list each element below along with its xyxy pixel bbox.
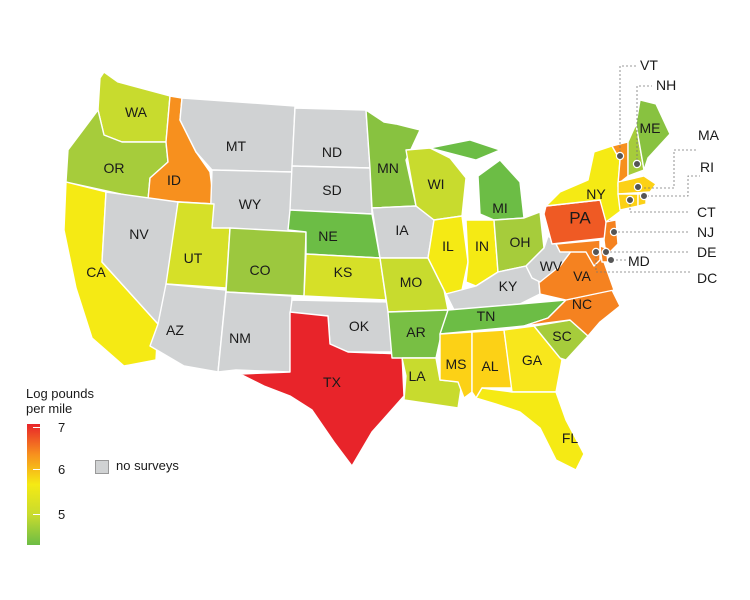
label-ca: CA (86, 264, 106, 280)
label-nv: NV (129, 226, 149, 242)
label-ia: IA (395, 222, 409, 238)
legend-tick-5 (33, 514, 40, 515)
state-labels: WA OR CA ID NV MT WY UT CO AZ NM ND SD N… (86, 104, 660, 446)
legend-title-line1: Log pounds (26, 386, 94, 401)
small-state-callouts: VT NH MA RI CT NJ DE MD DC (591, 57, 720, 286)
label-or: OR (104, 160, 125, 176)
legend-title: Log pounds per mile (26, 386, 94, 416)
callout-dot-nj (609, 227, 619, 237)
callout-dot-md (606, 255, 616, 265)
state-fl (475, 387, 585, 471)
label-me: ME (640, 120, 661, 136)
no-surveys-swatch (95, 460, 109, 474)
label-nm: NM (229, 330, 251, 346)
label-la: LA (408, 368, 426, 384)
state-md (555, 239, 601, 267)
label-nc: NC (572, 296, 592, 312)
callout-dot-de (601, 247, 611, 257)
label-mt: MT (226, 138, 247, 154)
legend-tick-label-5: 5 (58, 507, 66, 522)
label-ks: KS (334, 264, 353, 280)
label-il: IL (442, 238, 454, 254)
state-wi (405, 147, 467, 221)
callout-dot-ri (639, 191, 649, 201)
label-ne: NE (318, 228, 337, 244)
label-id: ID (167, 172, 181, 188)
label-ar: AR (406, 324, 425, 340)
label-ga: GA (522, 352, 543, 368)
legend-color-bar (27, 424, 40, 545)
legend-title-line2: per mile (26, 401, 73, 416)
label-va: VA (573, 268, 591, 284)
callout-label-md: MD (628, 253, 650, 269)
label-sc: SC (552, 328, 571, 344)
label-mo: MO (400, 274, 423, 290)
label-wa: WA (125, 104, 148, 120)
state-nm (217, 291, 293, 373)
callout-dot-ma (633, 182, 643, 192)
label-az: AZ (166, 322, 184, 338)
label-nd: ND (322, 144, 342, 160)
legend-tick-label-7: 7 (58, 420, 66, 435)
callout-label-dc: DC (697, 270, 717, 286)
label-wv: WV (540, 258, 563, 274)
label-in: IN (475, 238, 489, 254)
state-nc (523, 289, 621, 337)
legend-tick-7 (33, 427, 40, 428)
label-pa: PA (569, 209, 591, 228)
callout-dot-dc (591, 247, 601, 257)
callout-label-nh: NH (656, 77, 676, 93)
label-ok: OK (349, 318, 370, 334)
callout-dot-nh (632, 159, 642, 169)
label-fl: FL (562, 430, 579, 446)
legend-tick-6 (33, 469, 40, 470)
label-ky: KY (499, 278, 518, 294)
label-tx: TX (323, 374, 342, 390)
no-surveys-label: no surveys (116, 458, 179, 473)
label-mn: MN (377, 160, 399, 176)
label-ut: UT (184, 250, 203, 266)
callout-label-vt: VT (640, 57, 658, 73)
label-mi: MI (492, 200, 508, 216)
state-tx (239, 311, 405, 467)
label-sd: SD (322, 182, 341, 198)
state-me (635, 99, 671, 171)
label-oh: OH (510, 234, 531, 250)
state-ar (387, 309, 449, 359)
callout-label-ma: MA (698, 127, 720, 143)
state-mn (365, 109, 421, 209)
callout-label-ri: RI (700, 159, 714, 175)
label-co: CO (250, 262, 271, 278)
label-wi: WI (427, 176, 444, 192)
callout-label-de: DE (697, 244, 716, 260)
callout-dot-ct (625, 195, 635, 205)
state-mo (379, 257, 449, 313)
callout-label-ct: CT (697, 204, 716, 220)
callout-label-nj: NJ (697, 224, 714, 240)
callout-dot-vt (615, 151, 625, 161)
legend-tick-label-6: 6 (58, 462, 66, 477)
state-az (149, 283, 227, 373)
label-wy: WY (239, 196, 262, 212)
label-tn: TN (477, 308, 496, 324)
state-la (401, 357, 463, 409)
label-ny: NY (586, 186, 606, 202)
label-al: AL (481, 358, 498, 374)
label-ms: MS (446, 356, 467, 372)
